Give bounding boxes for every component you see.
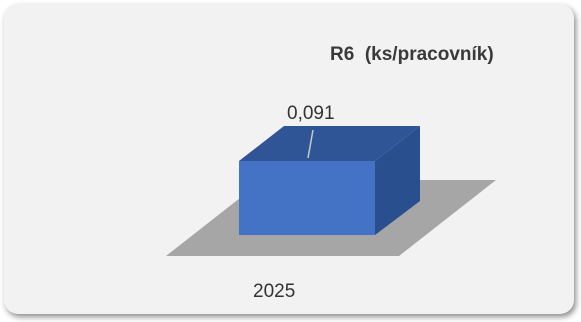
data-label-2025: 0,091 <box>287 103 335 124</box>
category-label-2025: 2025 <box>253 281 296 302</box>
bar-2025-side <box>375 126 420 235</box>
bar-2025-top <box>239 126 420 161</box>
chart-title: R6 (ks/pracovník) <box>330 44 494 65</box>
bar-2025 <box>239 161 375 235</box>
data-label-leader-line <box>307 129 314 159</box>
